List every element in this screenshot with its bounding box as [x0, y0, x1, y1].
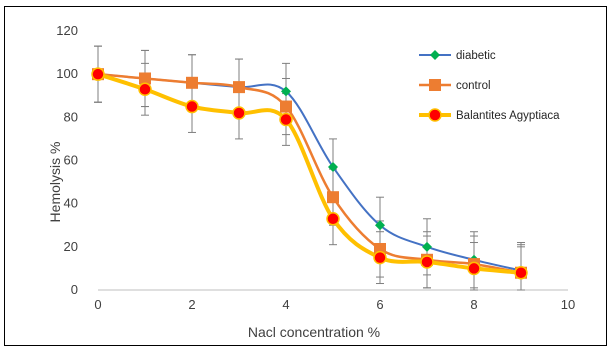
chart-frame: 0 20 40 60 80 100 120 0 2 4 6 8 10 diabetic control Bal… — [4, 6, 607, 346]
data-point — [422, 241, 432, 252]
x-tick-label: 10 — [561, 297, 575, 312]
data-point — [375, 220, 385, 231]
legend-marker — [429, 79, 441, 91]
data-point — [420, 255, 434, 269]
data-point — [138, 82, 152, 97]
y-tick-label: 100 — [56, 66, 78, 81]
data-point — [185, 99, 199, 114]
legend-label: Balantites Agyptiaca — [456, 110, 560, 122]
x-tick-label: 8 — [470, 297, 477, 312]
data-point — [328, 161, 338, 172]
data-point — [139, 72, 151, 85]
y-tick-label: 40 — [64, 196, 78, 211]
series-line-control — [97, 72, 522, 274]
legend-label: diabetic — [456, 50, 496, 62]
data-point — [281, 86, 291, 97]
y-axis-title: Hemolysis % — [47, 142, 63, 223]
data-point — [373, 250, 387, 265]
y-tick-label: 20 — [64, 239, 78, 254]
legend-marker — [428, 108, 442, 122]
data-point — [280, 100, 292, 113]
data-point — [233, 81, 245, 94]
legend-marker — [430, 50, 440, 60]
legend-label: control — [456, 80, 491, 92]
data-point — [327, 191, 339, 204]
x-tick-label: 0 — [94, 297, 101, 312]
hemolysis-line-chart: 0 20 40 60 80 100 120 0 2 4 6 8 10 diabetic control Bal… — [47, 23, 575, 340]
x-tick-label: 4 — [282, 297, 289, 312]
y-tick-label: 60 — [64, 153, 78, 168]
x-tick-label: 2 — [188, 297, 195, 312]
y-tick-label: 0 — [71, 282, 78, 297]
x-axis-title: Nacl concentration % — [248, 324, 380, 340]
data-point — [279, 112, 293, 127]
data-point — [514, 265, 528, 280]
y-tick-label: 120 — [56, 23, 78, 38]
data-point — [326, 212, 340, 226]
data-point — [91, 67, 105, 81]
data-point — [186, 76, 198, 89]
x-tick-label: 6 — [376, 297, 383, 312]
data-point — [232, 106, 246, 120]
y-tick-label: 80 — [64, 109, 78, 124]
series-line-balantites-agyptiaca — [97, 72, 522, 275]
data-point — [467, 261, 481, 276]
